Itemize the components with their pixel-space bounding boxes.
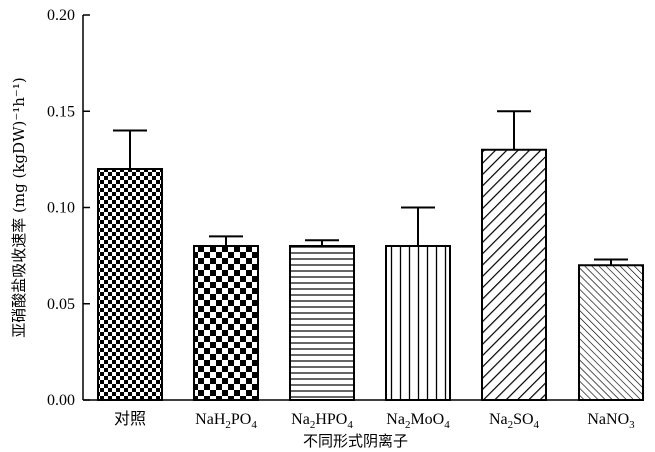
- y-axis-title: 亚硝酸盐吸收速率 (mg (kgDW)⁻¹h⁻¹): [10, 77, 28, 337]
- x-axis-title: 不同形式阴离子: [303, 432, 408, 450]
- y-tick-label-4: 0.20: [47, 7, 75, 24]
- bar-2: [289, 245, 355, 401]
- bar-3: [385, 245, 451, 401]
- bar-5: [578, 264, 644, 401]
- x-category-label-3: Na2MoO4: [386, 411, 450, 431]
- x-category-label-0: 对照: [114, 410, 146, 428]
- x-category-label-4: Na2SO4: [489, 411, 540, 431]
- bar-1: [193, 245, 259, 401]
- bar-4: [481, 148, 547, 401]
- x-category-label-2: Na2HPO4: [291, 411, 353, 431]
- y-tick-label-3: 0.15: [47, 103, 75, 120]
- x-category-label-5: NaNO3: [587, 411, 635, 431]
- y-tick-label-2: 0.10: [47, 200, 75, 217]
- bar-0: [97, 168, 163, 401]
- x-category-label-1: NaH2PO4: [195, 411, 257, 431]
- y-tick-label-0: 0.00: [47, 392, 75, 409]
- y-tick-label-1: 0.05: [47, 296, 75, 313]
